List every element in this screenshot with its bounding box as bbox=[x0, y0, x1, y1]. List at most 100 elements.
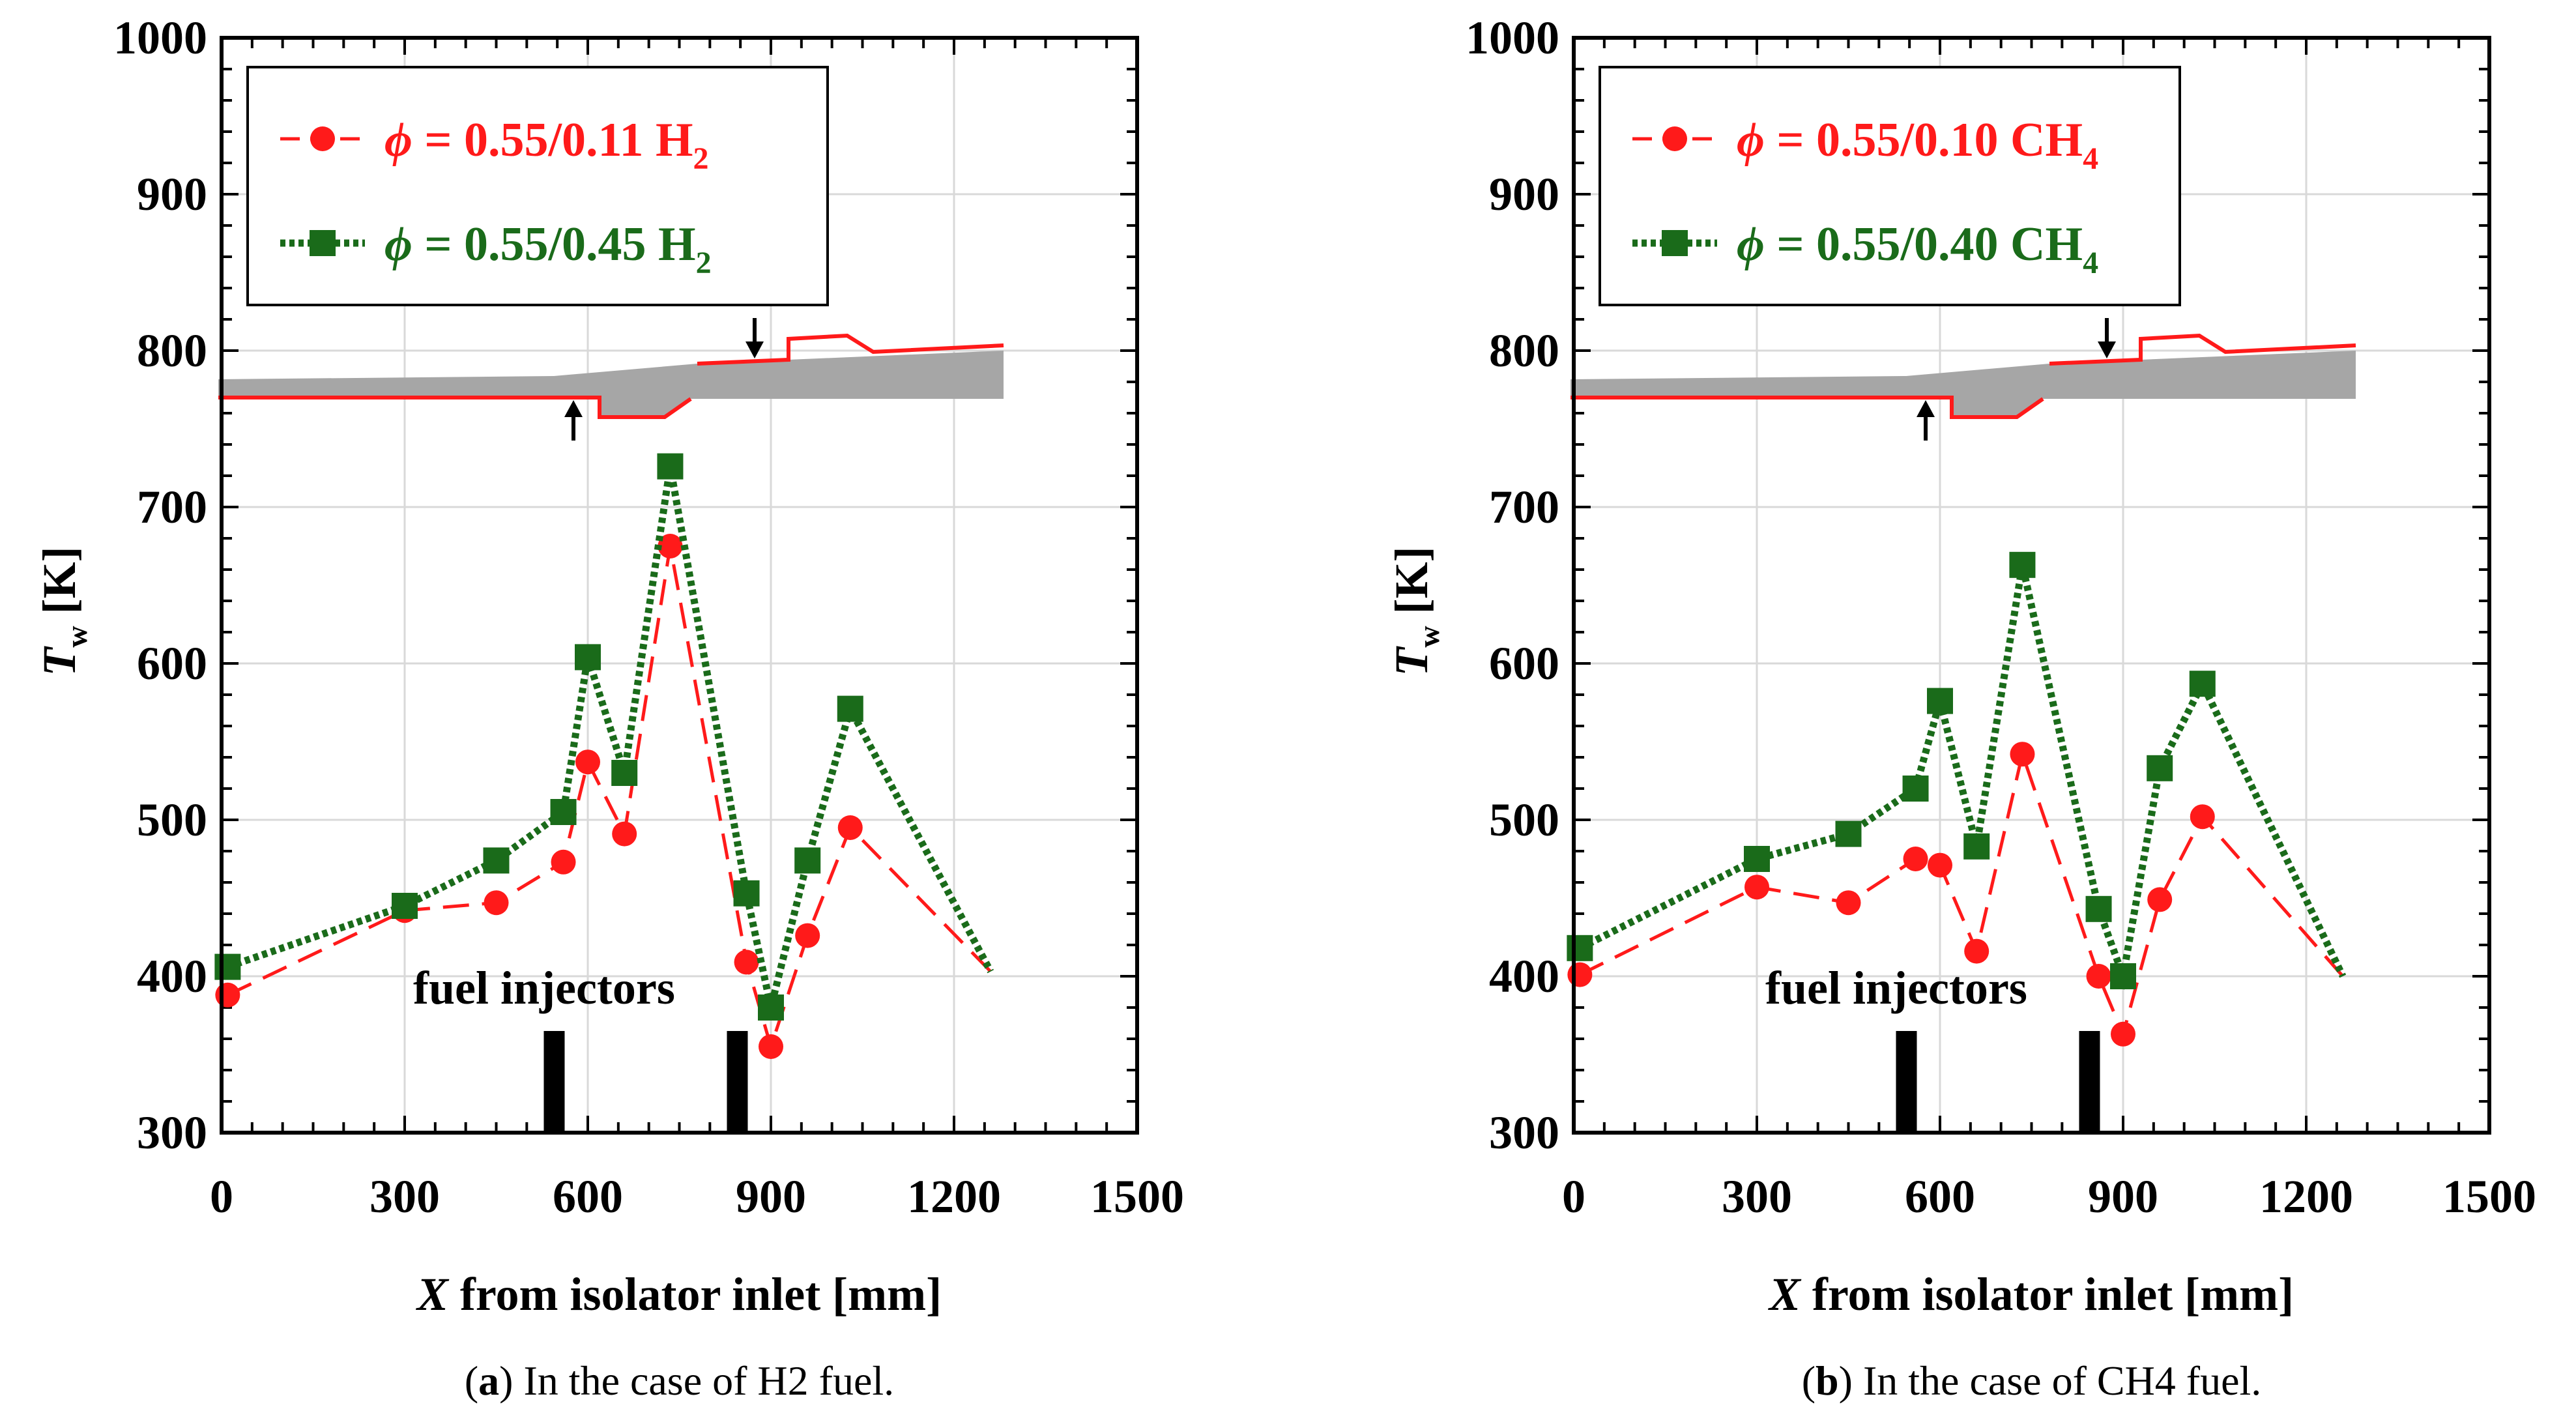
series-high-phi bbox=[214, 453, 994, 1021]
y-tick-label: 900 bbox=[1489, 168, 1559, 220]
data-point-square bbox=[1927, 688, 1953, 714]
phi-symbol: ϕ bbox=[1737, 113, 1765, 167]
x-axis-title: X from isolator inlet [mm] bbox=[1768, 1268, 2294, 1320]
x-tick-label: 900 bbox=[736, 1170, 806, 1223]
duct-lower-wall-line bbox=[218, 396, 692, 419]
data-point-circle bbox=[1964, 938, 1990, 964]
y-axis-variable: T bbox=[33, 646, 85, 676]
x-tick-label: 300 bbox=[1722, 1170, 1792, 1223]
panel-caption: (a) In the case of H2 fuel. bbox=[465, 1357, 894, 1404]
y-tick-label: 900 bbox=[137, 168, 207, 220]
data-point-circle bbox=[484, 890, 509, 916]
series-line bbox=[1578, 564, 2347, 991]
y-tick-label: 600 bbox=[1489, 637, 1559, 689]
legend-marker-square bbox=[310, 230, 336, 256]
duct-schematic bbox=[1570, 318, 2356, 441]
y-tick-label: 800 bbox=[137, 325, 207, 377]
caption-text: In the case of H2 fuel. bbox=[513, 1357, 894, 1404]
arrow-down-icon-head bbox=[2098, 341, 2116, 358]
arrow-up-icon-head bbox=[564, 400, 583, 417]
data-point-square bbox=[1567, 935, 1593, 961]
legend-entry: ϕ = 0.55/0.10 CH4 bbox=[1737, 113, 2098, 176]
caption-paren-open: ( bbox=[465, 1357, 478, 1404]
data-point-square bbox=[794, 847, 821, 874]
data-point-circle bbox=[1903, 847, 1928, 871]
data-point-circle bbox=[1928, 852, 1952, 878]
y-tick-label: 1000 bbox=[113, 12, 207, 64]
plot-frame bbox=[220, 36, 1139, 1135]
fuel-injector-bar bbox=[543, 1031, 565, 1133]
data-point-square bbox=[733, 880, 760, 907]
data-point-square bbox=[1835, 820, 1862, 847]
data-point-circle bbox=[575, 749, 600, 775]
arrow-down-icon-head bbox=[745, 341, 764, 358]
fuel-injector-bar bbox=[2079, 1031, 2100, 1133]
caption-text: In the case of CH4 fuel. bbox=[1853, 1357, 2261, 1404]
x-tick-label: 1200 bbox=[2259, 1170, 2353, 1223]
legend-entry: ϕ = 0.55/0.40 CH4 bbox=[1737, 218, 2098, 280]
x-axis-label-rest: from isolator inlet [mm] bbox=[448, 1268, 942, 1320]
fuel-injector-bar bbox=[727, 1031, 748, 1133]
data-point-circle bbox=[658, 534, 683, 559]
legend-marker-circle bbox=[310, 126, 335, 151]
data-point-square bbox=[758, 994, 784, 1021]
legend-marker-circle bbox=[1662, 126, 1687, 151]
legend-entry: ϕ = 0.55/0.11 H2 bbox=[384, 113, 709, 176]
data-point-circle bbox=[2010, 742, 2035, 767]
data-point-square bbox=[392, 893, 418, 919]
chart-panel-a: 0 300 600 900 1200 15003004005006007008009001… bbox=[33, 12, 1184, 1404]
fuel-injector-bar bbox=[1896, 1031, 1917, 1133]
x-tick-label: 1500 bbox=[2442, 1170, 2536, 1223]
series-line bbox=[1579, 748, 2345, 1039]
legend-entry-subscript: 4 bbox=[2083, 141, 2098, 176]
duct-wall-fill bbox=[1570, 351, 2356, 417]
legend-entry-text: = 0.55/0.40 CH bbox=[1765, 218, 2083, 271]
x-tick-label: 600 bbox=[553, 1170, 623, 1223]
legend-entry-text: = 0.55/0.10 CH bbox=[1765, 113, 2083, 167]
series-line bbox=[226, 465, 994, 1009]
data-point-square bbox=[2189, 671, 2216, 697]
legend-entry-subscript: 2 bbox=[696, 246, 712, 280]
data-point-circle bbox=[612, 821, 637, 847]
data-point-square bbox=[575, 644, 601, 671]
data-point-square bbox=[214, 953, 241, 980]
data-point-circle bbox=[2147, 887, 2173, 912]
series-line bbox=[227, 545, 992, 1052]
y-axis-title: Tw [K] bbox=[33, 546, 93, 676]
legend-entry-text: = 0.55/0.11 H bbox=[412, 113, 693, 167]
data-point-square bbox=[2009, 551, 2036, 578]
data-point-square bbox=[1902, 776, 1929, 802]
phi-symbol: ϕ bbox=[1737, 218, 1765, 271]
panel-caption: (b) In the case of CH4 fuel. bbox=[1802, 1357, 2262, 1404]
y-tick-label: 300 bbox=[1489, 1107, 1559, 1159]
data-point-square bbox=[657, 453, 684, 480]
data-point-circle bbox=[2111, 1021, 2135, 1047]
duct-upper-wall-line bbox=[697, 333, 1004, 366]
x-axis-title: X from isolator inlet [mm] bbox=[416, 1268, 942, 1320]
caption-letter: a bbox=[478, 1357, 499, 1404]
data-point-circle bbox=[215, 982, 240, 1008]
data-point-square bbox=[483, 847, 510, 874]
data-point-circle bbox=[1836, 890, 1861, 916]
data-point-circle bbox=[837, 815, 863, 840]
legend-box bbox=[1599, 66, 2181, 306]
data-point-square bbox=[2110, 963, 2136, 989]
x-axis-variable: X bbox=[416, 1268, 450, 1320]
x-axis-label-rest: from isolator inlet [mm] bbox=[1801, 1268, 2294, 1320]
y-tick-label: 400 bbox=[137, 950, 207, 1002]
data-point-square bbox=[2085, 895, 2112, 922]
data-point-circle bbox=[1744, 875, 1769, 900]
y-axis-subscript: w bbox=[60, 626, 93, 647]
duct-schematic bbox=[218, 318, 1004, 441]
plot-frame bbox=[1572, 36, 2491, 1135]
data-point-circle bbox=[2086, 964, 2111, 989]
y-tick-label: 700 bbox=[137, 481, 207, 533]
legend-box bbox=[246, 66, 829, 306]
duct-lower-wall-line bbox=[1570, 396, 2044, 419]
fuel-injectors-label: fuel injectors bbox=[1765, 962, 2027, 1014]
y-tick-label: 1000 bbox=[1466, 12, 1559, 64]
x-axis-variable: X bbox=[1768, 1268, 1802, 1320]
duct-upper-wall-line bbox=[2049, 333, 2356, 366]
series-high-phi bbox=[1567, 551, 2347, 991]
